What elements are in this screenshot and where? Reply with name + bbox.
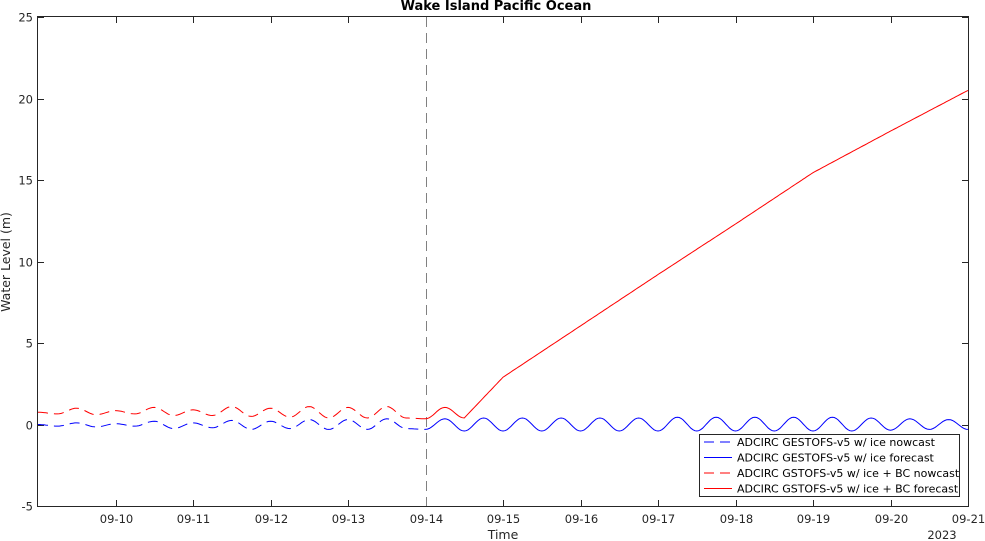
- x-axis-year-label: 2023: [927, 528, 956, 541]
- plot-area: [37, 16, 969, 507]
- y-axis-label: Water Level (m): [0, 212, 13, 312]
- series-line-3: [38, 406, 426, 420]
- legend-box: [699, 434, 960, 497]
- x-tick-label: 09-21: [952, 512, 985, 526]
- series-line-1: [38, 418, 426, 430]
- y-tick-label: -5: [22, 500, 33, 514]
- x-axis-label: Time: [487, 527, 519, 541]
- x-tick-label: 09-15: [487, 512, 520, 526]
- y-tick-label: 5: [26, 337, 33, 351]
- x-tick-label: 09-20: [875, 512, 908, 526]
- series-line-2: [425, 416, 969, 432]
- series-layer: [38, 89, 969, 432]
- legend-label: ADCIRC GSTOFS-v5 w/ ice + BC forecast: [737, 483, 959, 496]
- y-tick-label: 0: [26, 419, 33, 433]
- x-tick-label: 09-12: [255, 512, 288, 526]
- series-line-4: [425, 89, 969, 420]
- legend-label: ADCIRC GESTOFS-v5 w/ ice forecast: [737, 452, 935, 465]
- x-tick-label: 09-10: [100, 512, 133, 526]
- x-tick-label: 09-18: [720, 512, 753, 526]
- y-tick-label: 15: [18, 174, 33, 188]
- x-tick-label: 09-17: [642, 512, 675, 526]
- x-tick-label: 09-14: [410, 512, 443, 526]
- y-tick-label: 10: [18, 256, 33, 270]
- y-tick-label: 25: [18, 11, 33, 25]
- chart-title: Wake Island Pacific Ocean: [401, 0, 592, 14]
- legend-label: ADCIRC GESTOFS-v5 w/ ice nowcast: [737, 436, 936, 449]
- x-tick-label: 09-13: [332, 512, 365, 526]
- legend: ADCIRC GESTOFS-v5 w/ ice nowcast ADCIRC G…: [699, 434, 960, 497]
- x-tick-label: 09-16: [565, 512, 598, 526]
- y-axis: -5 0 5 10 15 20 25: [18, 11, 968, 514]
- x-tick-label: 09-11: [177, 512, 210, 526]
- x-tick-label: 09-19: [797, 512, 830, 526]
- x-axis: 09-10 09-11 09-12 09-13 09-14 09-15 09-16 09-17…: [100, 17, 985, 526]
- legend-label: ADCIRC GSTOFS-v5 w/ ice + BC nowcast: [737, 467, 960, 480]
- y-tick-label: 20: [18, 93, 33, 107]
